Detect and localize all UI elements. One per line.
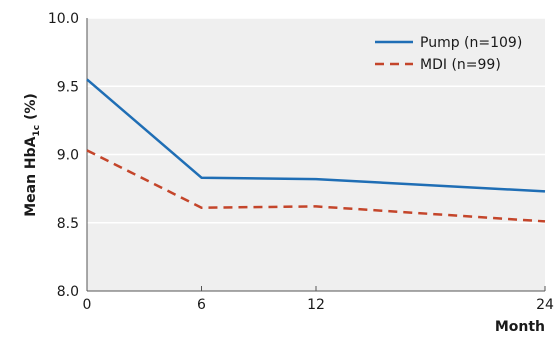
series-line-1 xyxy=(86,149,546,223)
legend: Pump (n=109) MDI (n=99) xyxy=(375,35,522,73)
tick-labels: 8.0 8.5 9.0 9.5 10.0 0 6 12 24 xyxy=(48,11,554,313)
series-line-0 xyxy=(86,78,546,193)
y-tick-label-2: 9.0 xyxy=(57,148,79,164)
y-axis-title-unit: (%) xyxy=(23,93,39,125)
x-tick-label-2: 12 xyxy=(307,297,325,313)
x-tick-label-0: 0 xyxy=(83,297,92,313)
x-tick-label-3: 24 xyxy=(536,297,554,313)
legend-label-1: MDI (n=99) xyxy=(420,57,501,73)
x-axis-title: Month xyxy=(495,319,545,335)
x-tick-label-1: 6 xyxy=(197,297,206,313)
y-axis-title-main: Mean HbA xyxy=(23,136,39,216)
y-tick-label-3: 9.5 xyxy=(57,79,79,95)
gridlines xyxy=(87,17,545,224)
axes xyxy=(86,18,546,292)
y-axis-title: Mean HbA1c (%) xyxy=(23,93,42,217)
y-tick-label-1: 8.5 xyxy=(57,216,79,232)
y-tick-label-0: 8.0 xyxy=(57,284,79,300)
legend-label-0: Pump (n=109) xyxy=(420,35,522,51)
series-lines xyxy=(86,78,546,223)
y-axis-title-subscript: 1c xyxy=(32,125,42,137)
svg-text:Mean HbA1c (%): Mean HbA1c (%) xyxy=(23,93,42,217)
y-tick-label-4: 10.0 xyxy=(48,11,79,27)
